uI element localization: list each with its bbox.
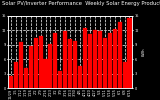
Bar xyxy=(9,76,13,88)
Bar xyxy=(48,44,52,88)
Bar xyxy=(123,62,127,88)
Bar xyxy=(39,36,43,88)
Bar xyxy=(113,29,117,88)
Bar xyxy=(83,28,87,88)
Bar xyxy=(63,31,67,88)
Bar xyxy=(14,62,18,88)
Y-axis label: kWh: kWh xyxy=(142,48,146,56)
Bar xyxy=(93,30,97,88)
Bar xyxy=(108,33,112,88)
Bar xyxy=(29,46,33,88)
Bar xyxy=(53,33,57,88)
Bar xyxy=(34,38,38,88)
Bar xyxy=(44,59,48,88)
Bar xyxy=(98,31,102,88)
Bar xyxy=(103,38,107,88)
Bar xyxy=(58,71,62,88)
Bar xyxy=(118,22,122,88)
Bar xyxy=(19,42,23,88)
Bar xyxy=(78,66,82,88)
Bar xyxy=(88,34,92,88)
Bar xyxy=(73,41,77,88)
Bar xyxy=(68,39,72,88)
Bar xyxy=(24,68,28,88)
Bar xyxy=(128,18,132,88)
Text: Solar PV/Inverter Performance  Weekly Solar Energy Production: Solar PV/Inverter Performance Weekly Sol… xyxy=(2,1,160,6)
